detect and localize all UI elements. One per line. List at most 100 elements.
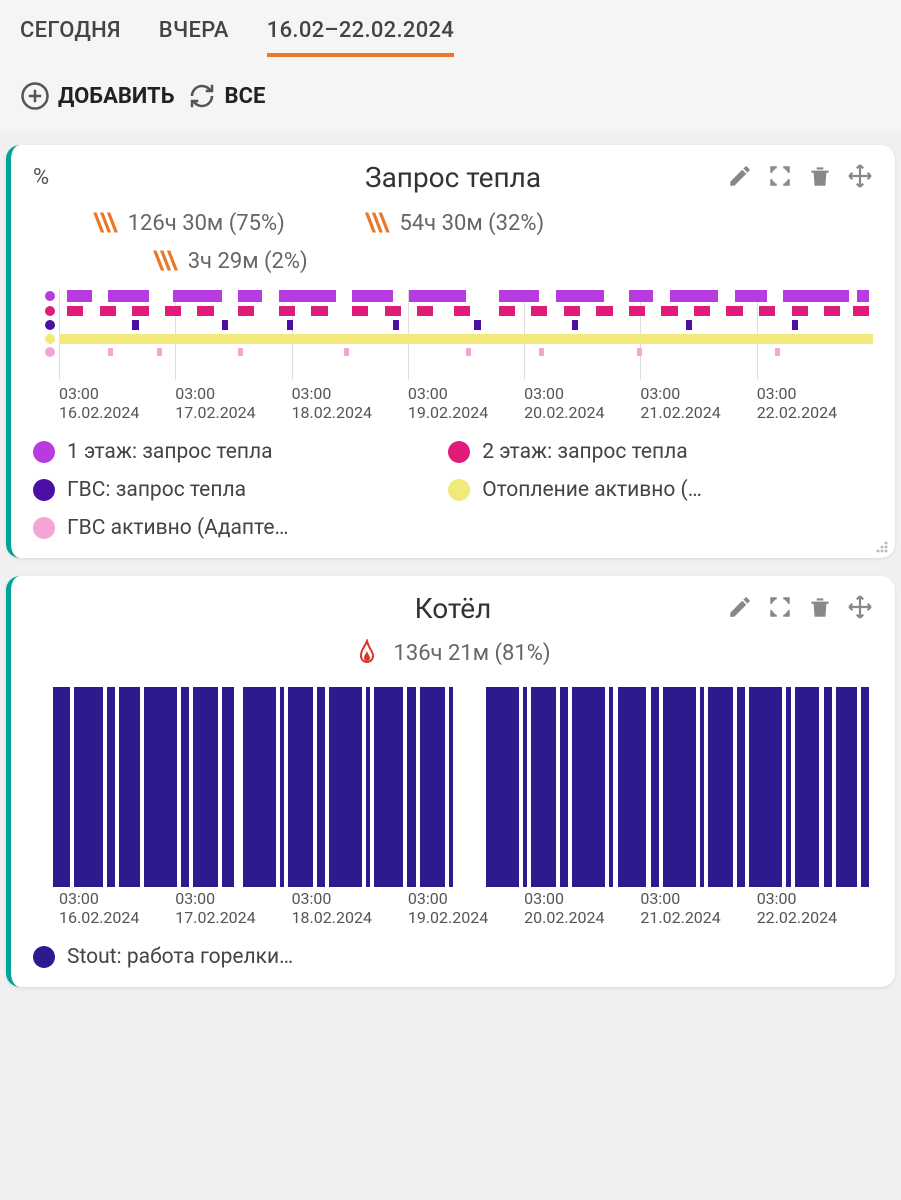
add-button[interactable]: ДОБАВИТЬ [20,81,175,111]
segment [531,306,547,316]
segment [454,306,470,316]
fullscreen-icon[interactable] [767,163,793,189]
segment [385,306,401,316]
segment [352,306,368,316]
bar-segment [407,687,415,887]
edit-icon[interactable] [727,163,753,189]
bar-segment [288,687,313,887]
segment [59,334,873,344]
segment [311,306,327,316]
segment [157,348,162,356]
bar-segment [374,687,403,887]
bar-segment [366,687,370,887]
row-dot [45,306,55,316]
x-axis: 03:0016.02.202403:0017.02.202403:0018.02… [33,889,873,927]
tab-date-range[interactable]: 16.02–22.02.2024 [267,18,454,57]
legend: 1 этаж: запрос тепла 2 этаж: запрос тепла… [33,440,873,540]
legend-dot [448,441,470,463]
add-label: ДОБАВИТЬ [58,84,175,109]
segment [637,348,642,356]
segment [474,320,481,330]
stat-2: \\\ 54ч 30м (32%) [365,208,544,238]
bar-segment [708,687,733,887]
bar-segment [107,687,115,887]
segment [572,320,579,330]
segment [857,290,869,302]
segment [279,290,336,302]
heat-icon: \\\ [93,208,114,238]
segment [629,306,645,316]
segment [694,306,710,316]
legend-dot [33,946,55,968]
timeline-row [45,348,873,356]
bar-segment [181,687,189,887]
axis-tick: 03:0020.02.2024 [524,889,640,927]
bar-segment [222,687,234,887]
legend-label: Отопление активно (… [482,478,702,502]
resize-handle[interactable] [869,534,889,554]
card-header: % Запрос тепла [33,161,873,194]
axis-tick: 03:0020.02.2024 [524,384,640,422]
segment [165,306,181,316]
segment [287,320,294,330]
legend: Stout: работа горелки… [33,945,873,969]
legend-item[interactable]: Отопление активно (… [448,478,851,502]
segment [670,290,719,302]
legend-dot [448,479,470,501]
segment [173,290,222,302]
boiler-stat: 136ч 21м (81%) [33,635,873,681]
bar-segment [861,687,869,887]
legend-item[interactable]: 2 этаж: запрос тепла [448,440,851,464]
bar-segment [193,687,218,887]
delete-icon[interactable] [807,163,833,189]
stat-text: 126ч 30м (75%) [128,211,285,236]
segment [393,320,400,330]
segment [792,306,808,316]
axis-tick: 03:0017.02.2024 [175,384,291,422]
edit-icon[interactable] [727,594,753,620]
segment [132,320,139,330]
stat-text: 54ч 30м (32%) [399,211,544,236]
legend-item[interactable]: 1 этаж: запрос тепла [33,440,436,464]
timeline-row [45,320,873,330]
unit-label: % [33,165,49,190]
legend-item[interactable]: ГВС активно (Адапте… [33,516,436,540]
fullscreen-icon[interactable] [767,594,793,620]
bar-segment [749,687,782,887]
tab-today[interactable]: СЕГОДНЯ [20,18,121,57]
stat-text: 3ч 29м (2%) [188,249,308,274]
axis-tick: 03:0016.02.2024 [59,889,175,927]
segment [108,348,113,356]
segment [279,306,295,316]
legend-label: 2 этаж: запрос тепла [482,440,688,464]
segment [556,290,605,302]
bar-segment [53,687,69,887]
bar-segment [795,687,820,887]
legend-item[interactable]: Stout: работа горелки… [33,945,436,969]
move-icon[interactable] [847,163,873,189]
refresh-all-button[interactable]: ВСЕ [187,81,266,111]
heat-stats: \\\ 126ч 30м (75%) \\\ 54ч 30м (32%) \\\… [33,204,873,290]
delete-icon[interactable] [807,594,833,620]
boiler-card: Котёл 136ч 21м (81%) 03:0016.02.202403:0… [6,576,895,987]
heat-icon: \\\ [365,208,386,238]
segment [596,306,612,316]
bar-segment [609,687,613,887]
segment [824,306,840,316]
boiler-chart [33,687,873,887]
legend-dot [33,479,55,501]
bar-segment [420,687,445,887]
segment [67,290,91,302]
move-icon[interactable] [847,594,873,620]
segment [67,306,83,316]
legend-dot [33,441,55,463]
segment [629,290,653,302]
segment [344,348,349,356]
segment [197,306,213,316]
row-dot [45,320,55,330]
stat-text: 136ч 21м (81%) [393,641,550,666]
tab-yesterday[interactable]: ВЧЕРА [159,18,229,57]
legend-item[interactable]: ГВС: запрос тепла [33,478,436,502]
segment [792,320,799,330]
legend-label: ГВС активно (Адапте… [67,516,289,540]
